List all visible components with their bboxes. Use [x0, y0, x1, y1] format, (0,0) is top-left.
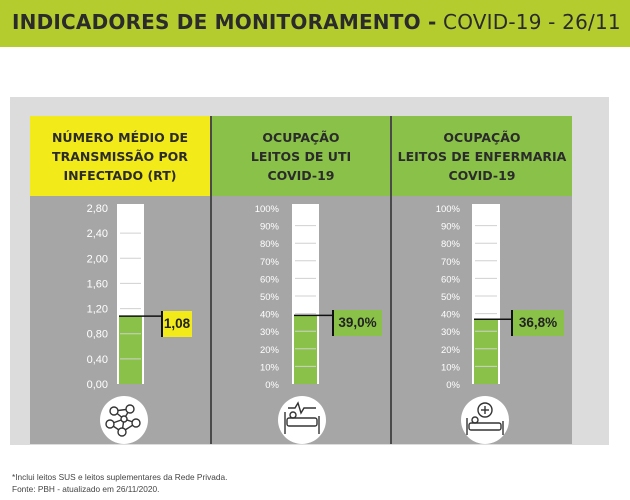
panel-divider — [390, 116, 392, 444]
value-label: 36,8% — [519, 315, 557, 330]
icon-pulse — [288, 401, 316, 415]
axis-tick-label: 90% — [260, 222, 280, 233]
axis-tick-label: 30% — [441, 327, 461, 338]
icon-bed — [286, 417, 318, 427]
axis-tick-label: 80% — [441, 239, 461, 250]
header-bar — [0, 0, 630, 47]
axis-tick-label: 50% — [441, 292, 461, 303]
value-callout — [512, 310, 564, 336]
title-date: COVID-19 - 26/11 — [436, 10, 621, 34]
panel-enfermaria-header: OCUPAÇÃO LEITOS DE ENFERMARIA COVID-19 — [392, 116, 572, 196]
ward-bed-icon-glyph — [466, 402, 504, 435]
gauge-0: 2,80 2,40 2,00 1,60 1,20 0,80 0,40 0,00 1,08 — [87, 203, 192, 444]
panel-rt-header: NÚMERO MÉDIO DE TRANSMISSÃO POR INFECTAD… — [30, 116, 210, 196]
icu-bed-icon-glyph — [284, 401, 320, 434]
title-main: INDICADORES DE MONITORAMENTO - — [12, 10, 437, 34]
axis-tick-label: 10% — [441, 362, 461, 373]
axis-tick-label: 40% — [441, 310, 461, 321]
icon-node — [131, 418, 141, 428]
axis-tick-label: 50% — [260, 292, 280, 303]
axis-tick-label: 0% — [265, 380, 279, 391]
icon-node — [105, 419, 115, 429]
gauge-fill — [294, 315, 317, 384]
icon-node — [120, 415, 128, 423]
panel-enfermaria-title: OCUPAÇÃO LEITOS DE ENFERMARIA COVID-19 — [397, 129, 567, 183]
panel-divider — [210, 116, 212, 444]
axis-tick-label: 2,80 — [87, 203, 108, 215]
axis-tick-label: 1,20 — [87, 304, 108, 316]
icon-head — [289, 411, 297, 419]
gauge-fill — [119, 316, 142, 384]
axis-tick-label: 60% — [441, 274, 461, 285]
value-label: 39,0% — [338, 315, 376, 330]
axis-tick-label: 70% — [260, 257, 280, 268]
panel-rt: NÚMERO MÉDIO DE TRANSMISSÃO POR INFECTAD… — [30, 116, 210, 444]
axis-tick-label: 30% — [260, 327, 280, 338]
axis-tick-label: 2,40 — [87, 228, 108, 240]
icon-cross-ring — [477, 402, 493, 418]
axis-tick-label: 60% — [260, 274, 280, 285]
gauge-1: 100% 90% 80% 70% 60% 50% 40% 30% 20% 10% 0% 39,0% — [255, 204, 382, 444]
icon-bed — [468, 422, 502, 431]
axis-tick-label: 20% — [441, 345, 461, 356]
value-callout — [162, 311, 192, 337]
axis-tick-label: 0% — [446, 380, 460, 391]
gauge-2: 100% 90% 80% 70% 60% 50% 40% 30% 20% 10% 0% 36,8% — [436, 204, 564, 444]
axis-tick-label: 0,40 — [87, 354, 108, 366]
axis-tick-label: 0,80 — [87, 329, 108, 341]
axis-tick-label: 100% — [436, 204, 461, 215]
axis-tick-label: 10% — [260, 362, 280, 373]
icon-head — [471, 416, 479, 424]
gauge-fill — [474, 319, 498, 384]
panel-uti-header: OCUPAÇÃO LEITOS DE UTI COVID-19 — [212, 116, 390, 196]
value-callout — [333, 310, 382, 336]
axis-tick-label: 90% — [441, 222, 461, 233]
axis-tick-label: 20% — [260, 345, 280, 356]
axis-tick-label: 70% — [441, 257, 461, 268]
axis-tick-label: 100% — [255, 204, 280, 215]
page-title: INDICADORES DE MONITORAMENTO - COVID-19 … — [12, 10, 621, 34]
axis-tick-label: 2,00 — [87, 253, 108, 265]
icon-node — [109, 406, 119, 416]
panel-rt-title: NÚMERO MÉDIO DE TRANSMISSÃO POR INFECTAD… — [51, 129, 189, 183]
source-note: Fonte: PBH - atualizado em 26/11/2020. — [12, 484, 160, 494]
panel-uti-title: OCUPAÇÃO LEITOS DE UTI COVID-19 — [250, 129, 352, 183]
footnote: *Inclui leitos SUS e leitos suplementare… — [12, 472, 228, 482]
value-label: 1,08 — [164, 316, 191, 331]
icon-node — [125, 404, 135, 414]
axis-tick-label: 40% — [260, 310, 280, 321]
network-virus-icon-glyph — [105, 404, 141, 437]
icon-node — [117, 427, 127, 437]
ward-bed-icon — [461, 396, 509, 444]
axis-tick-label: 80% — [260, 239, 280, 250]
axis-tick-label: 0,00 — [87, 379, 108, 391]
axis-tick-label: 1,60 — [87, 278, 108, 290]
